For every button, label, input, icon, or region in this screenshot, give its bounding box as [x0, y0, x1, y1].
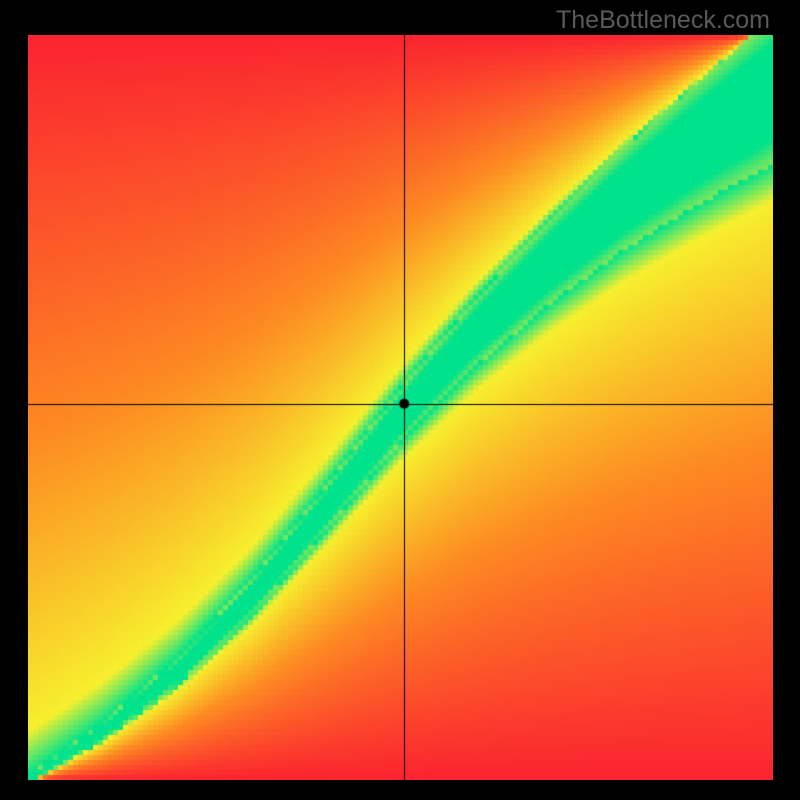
- bottleneck-heatmap: [28, 35, 773, 780]
- chart-container: TheBottleneck.com: [0, 0, 800, 800]
- watermark-text: TheBottleneck.com: [556, 6, 770, 35]
